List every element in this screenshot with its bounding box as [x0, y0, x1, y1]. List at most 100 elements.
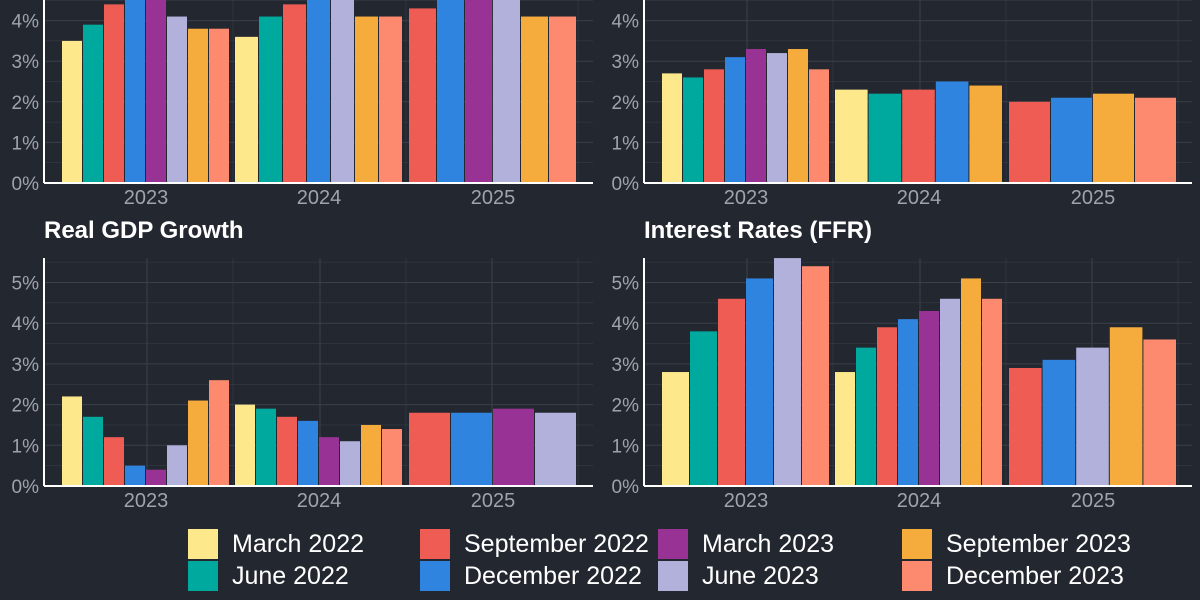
legend-label: December 2023 [946, 561, 1124, 590]
legend-label: September 2023 [946, 529, 1131, 558]
bar [437, 0, 464, 183]
bar [361, 424, 381, 486]
legend-swatch [420, 561, 450, 591]
bar [451, 412, 492, 486]
bar [125, 0, 145, 183]
bar [167, 445, 187, 486]
legend-item-december-2022: December 2022 [420, 560, 658, 592]
bar [1135, 97, 1176, 183]
y-tick-label: 1% [612, 133, 640, 154]
legend-swatch [658, 561, 688, 591]
x-tick-label: 2024 [297, 187, 342, 209]
legend-item-march-2022: March 2022 [188, 528, 420, 560]
bar [379, 16, 402, 183]
bar [982, 298, 1002, 486]
bar [535, 412, 576, 486]
y-tick-label: 2% [12, 93, 40, 114]
legend-item-september-2023: September 2023 [902, 528, 1142, 560]
bar [718, 298, 745, 486]
y-tick-label: 5% [12, 274, 40, 295]
bar [355, 16, 378, 183]
bar [104, 437, 124, 486]
y-tick-label: 0% [612, 477, 640, 498]
bar [835, 89, 868, 183]
y-tick-label: 3% [12, 52, 40, 73]
bar [788, 49, 808, 183]
y-tick-label: 3% [12, 355, 40, 376]
bar [83, 416, 103, 486]
bar [409, 8, 436, 184]
bar [919, 310, 939, 486]
bar [549, 16, 576, 183]
legend-swatch [902, 529, 932, 559]
chart-title: Interest Rates (FFR) [644, 217, 872, 244]
bar [746, 49, 766, 183]
y-tick-label: 4% [612, 314, 640, 335]
bar [662, 372, 689, 486]
x-tick-label: 2024 [297, 490, 342, 512]
bar [835, 372, 855, 486]
bar [1051, 97, 1092, 183]
bar [1109, 327, 1143, 486]
bar [209, 28, 229, 183]
bar [935, 81, 969, 183]
bar [62, 40, 82, 184]
x-tick-label: 2023 [724, 490, 769, 512]
legend-item-june-2022: June 2022 [188, 560, 420, 592]
x-tick-label: 2025 [1071, 490, 1116, 512]
y-tick-label: 1% [612, 436, 640, 457]
legend-label: March 2023 [702, 529, 835, 558]
bar [809, 69, 829, 183]
legend: March 2022 September 2022 March 2023 Sep… [188, 528, 1142, 592]
legend-label: December 2022 [464, 561, 642, 590]
bar [283, 4, 306, 183]
y-tick-label: 2% [612, 396, 640, 417]
bar [209, 380, 229, 486]
legend-item-march-2023: March 2023 [658, 528, 902, 560]
bar [746, 278, 773, 486]
bar [493, 408, 534, 486]
bar [1093, 93, 1134, 183]
y-tick-label: 0% [12, 174, 40, 195]
bar [1009, 101, 1050, 183]
bar [898, 319, 918, 486]
x-tick-label: 2023 [724, 187, 769, 209]
legend-swatch [902, 561, 932, 591]
bar [868, 93, 902, 183]
bar [277, 416, 297, 486]
bar [1143, 339, 1176, 486]
bar [856, 347, 876, 486]
bar [382, 429, 402, 486]
x-tick-label: 2024 [897, 490, 942, 512]
bar [1042, 359, 1076, 486]
bar [1009, 367, 1042, 486]
x-tick-label: 2023 [124, 490, 169, 512]
y-tick-label: 0% [612, 174, 640, 195]
bar [83, 24, 103, 183]
bar [969, 85, 1002, 183]
chart-title: Real GDP Growth [44, 217, 244, 244]
y-tick-label: 3% [612, 52, 640, 73]
y-tick-label: 2% [612, 93, 640, 114]
legend-label: June 2023 [702, 561, 819, 590]
x-tick-label: 2025 [471, 490, 516, 512]
y-tick-label: 0% [12, 477, 40, 498]
bar [340, 441, 360, 486]
bar [704, 69, 724, 183]
bar [877, 327, 897, 486]
bar [235, 404, 255, 486]
bar [940, 298, 960, 486]
y-tick-label: 5% [612, 274, 640, 295]
legend-label: September 2022 [464, 529, 649, 558]
bar [902, 89, 935, 183]
bar [319, 437, 339, 486]
bar [298, 420, 318, 486]
bar [683, 77, 703, 183]
bar [259, 16, 282, 183]
legend-item-june-2023: June 2023 [658, 560, 902, 592]
legend-label: March 2022 [232, 529, 365, 558]
bar [146, 0, 166, 183]
bar [690, 331, 717, 486]
bar [331, 0, 354, 183]
